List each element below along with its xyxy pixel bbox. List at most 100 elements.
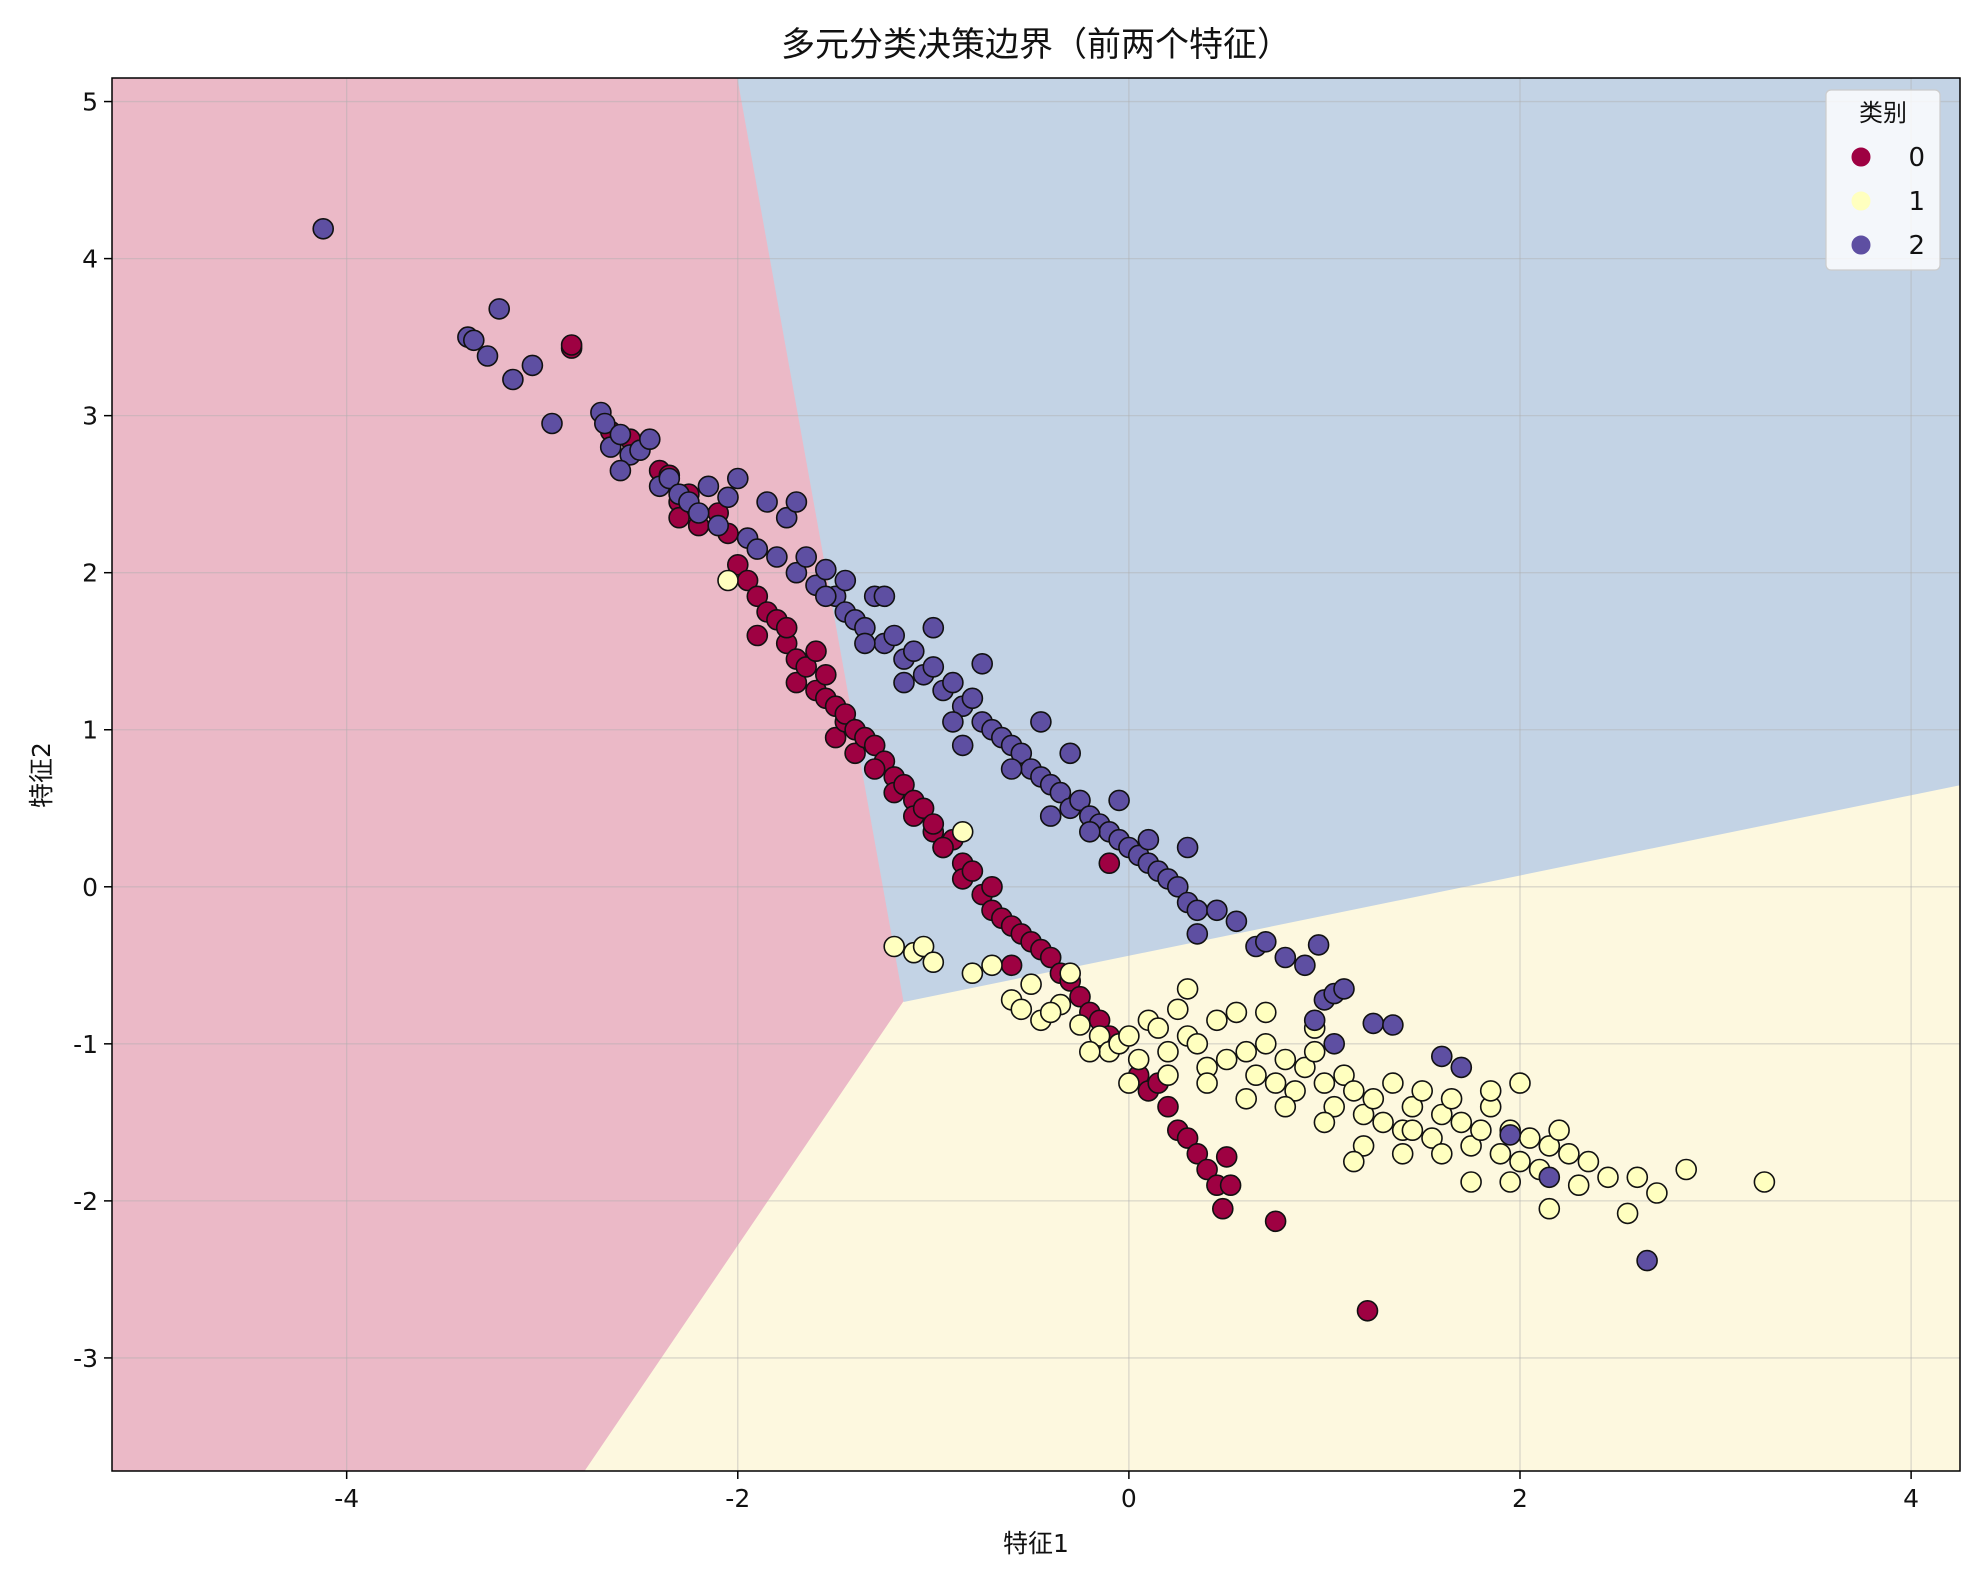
data-point-class-1 (1421, 1127, 1443, 1149)
data-point-class-2 (854, 632, 876, 655)
data-point-class-1 (1176, 978, 1199, 1000)
data-point-class-2 (922, 616, 945, 639)
data-point-class-2 (961, 687, 984, 710)
data-point-class-1 (961, 962, 984, 985)
data-point-class-2 (593, 412, 616, 435)
data-point-class-2 (1294, 954, 1316, 977)
data-point-class-0 (912, 797, 935, 820)
y-tick-label: 1 (82, 716, 98, 745)
plot-frame (111, 77, 1961, 1472)
data-point-class-2 (1186, 899, 1209, 922)
data-point-class-2 (951, 734, 974, 757)
data-point-class-2 (902, 640, 925, 663)
y-tick-label: 3 (82, 402, 98, 431)
x-axis-label: 特征1 (1003, 1529, 1069, 1558)
data-point-class-1 (1303, 1040, 1326, 1063)
data-point-class-2 (609, 423, 632, 446)
y-tick-label: 5 (82, 88, 98, 117)
data-point-class-0 (1212, 1197, 1234, 1220)
legend-box (1825, 89, 1941, 271)
data-point-class-1 (1245, 1064, 1267, 1086)
data-point-class-1 (1362, 1088, 1385, 1110)
data-point-class-0 (1176, 1127, 1199, 1149)
x-tick-label: -4 (334, 1484, 359, 1513)
data-point-class-2 (658, 467, 681, 490)
legend-label-0: 0 (1908, 143, 1925, 173)
data-point-class-1 (1157, 1064, 1179, 1086)
legend-label-1: 1 (1908, 187, 1925, 217)
data-point-class-1 (1460, 1135, 1482, 1157)
data-point-class-2 (1333, 978, 1355, 1000)
data-point-class-1 (1372, 1111, 1394, 1134)
data-point-class-2 (942, 711, 964, 733)
data-point-class-1 (1450, 1111, 1473, 1134)
data-point-class-2 (834, 569, 857, 592)
data-point-class-2 (697, 475, 720, 498)
data-point-class-1 (1186, 1033, 1209, 1055)
data-point-class-1 (1382, 1072, 1404, 1094)
data-point-class-2 (795, 546, 818, 568)
data-point-class-2 (1010, 742, 1033, 765)
data-point-class-1 (1646, 1182, 1668, 1204)
data-point-class-1 (1460, 1171, 1482, 1193)
data-point-class-0 (863, 734, 886, 757)
data-point-class-1 (1440, 1088, 1463, 1110)
data-point-class-1 (1519, 1127, 1541, 1149)
data-point-class-2 (883, 624, 906, 647)
data-point-class-2 (1303, 1009, 1326, 1032)
data-point-class-1 (883, 935, 906, 958)
data-point-class-2 (502, 368, 524, 391)
data-point-class-2 (756, 491, 778, 513)
data-point-class-1 (1626, 1166, 1649, 1189)
data-point-class-2 (1362, 1012, 1385, 1035)
legend-title: 类别 (1859, 99, 1907, 127)
data-point-class-2 (766, 546, 788, 568)
y-tick-label: -3 (73, 1344, 98, 1373)
data-point-class-2 (1323, 1033, 1345, 1055)
data-point-class-1 (951, 820, 974, 843)
data-point-class-1 (1489, 1143, 1512, 1165)
data-point-class-2 (1225, 910, 1248, 933)
data-point-class-1 (1538, 1197, 1561, 1220)
data-point-class-2 (1382, 1014, 1404, 1036)
data-point-class-2 (707, 514, 730, 537)
data-point-class-1 (1567, 1174, 1590, 1196)
data-point-class-0 (1196, 1158, 1218, 1181)
data-point-class-0 (981, 875, 1003, 898)
data-point-class-1 (1274, 1048, 1297, 1071)
data-point-class-2 (1039, 805, 1062, 827)
data-point-class-0 (1157, 1095, 1179, 1118)
data-point-class-1 (1499, 1171, 1521, 1193)
data-point-class-1 (1401, 1095, 1424, 1118)
data-point-class-1 (1538, 1135, 1561, 1157)
data-point-class-1 (1352, 1103, 1375, 1126)
data-point-class-1 (1352, 1135, 1375, 1157)
data-point-class-1 (1196, 1072, 1218, 1094)
data-point-class-2 (1108, 789, 1130, 812)
x-tick-label: 4 (1903, 1484, 1919, 1513)
data-point-class-0 (844, 742, 866, 765)
data-point-class-2 (1079, 820, 1101, 843)
data-point-class-1 (1235, 1040, 1257, 1063)
data-point-class-2 (687, 502, 710, 524)
x-tick-label: -2 (725, 1484, 750, 1513)
data-point-class-2 (873, 585, 896, 608)
data-point-class-1 (1313, 1111, 1336, 1134)
y-tick-label: 2 (82, 559, 98, 588)
data-point-class-1 (1206, 1009, 1228, 1032)
data-point-class-1 (1343, 1150, 1365, 1173)
data-point-class-1 (1294, 1056, 1316, 1079)
data-point-class-2 (814, 585, 837, 608)
data-point-class-2 (488, 298, 511, 320)
legend-marker-0 (1851, 147, 1871, 167)
data-point-class-1 (1509, 1072, 1531, 1094)
data-point-class-2 (1049, 781, 1072, 804)
y-tick-label: -2 (73, 1187, 98, 1216)
data-point-class-1 (1675, 1158, 1697, 1181)
y-axis-label: 特征2 (27, 742, 56, 808)
data-point-class-2 (312, 218, 335, 240)
data-point-class-2 (638, 428, 661, 451)
data-point-class-2 (1176, 836, 1199, 859)
data-point-class-1 (1431, 1103, 1453, 1126)
